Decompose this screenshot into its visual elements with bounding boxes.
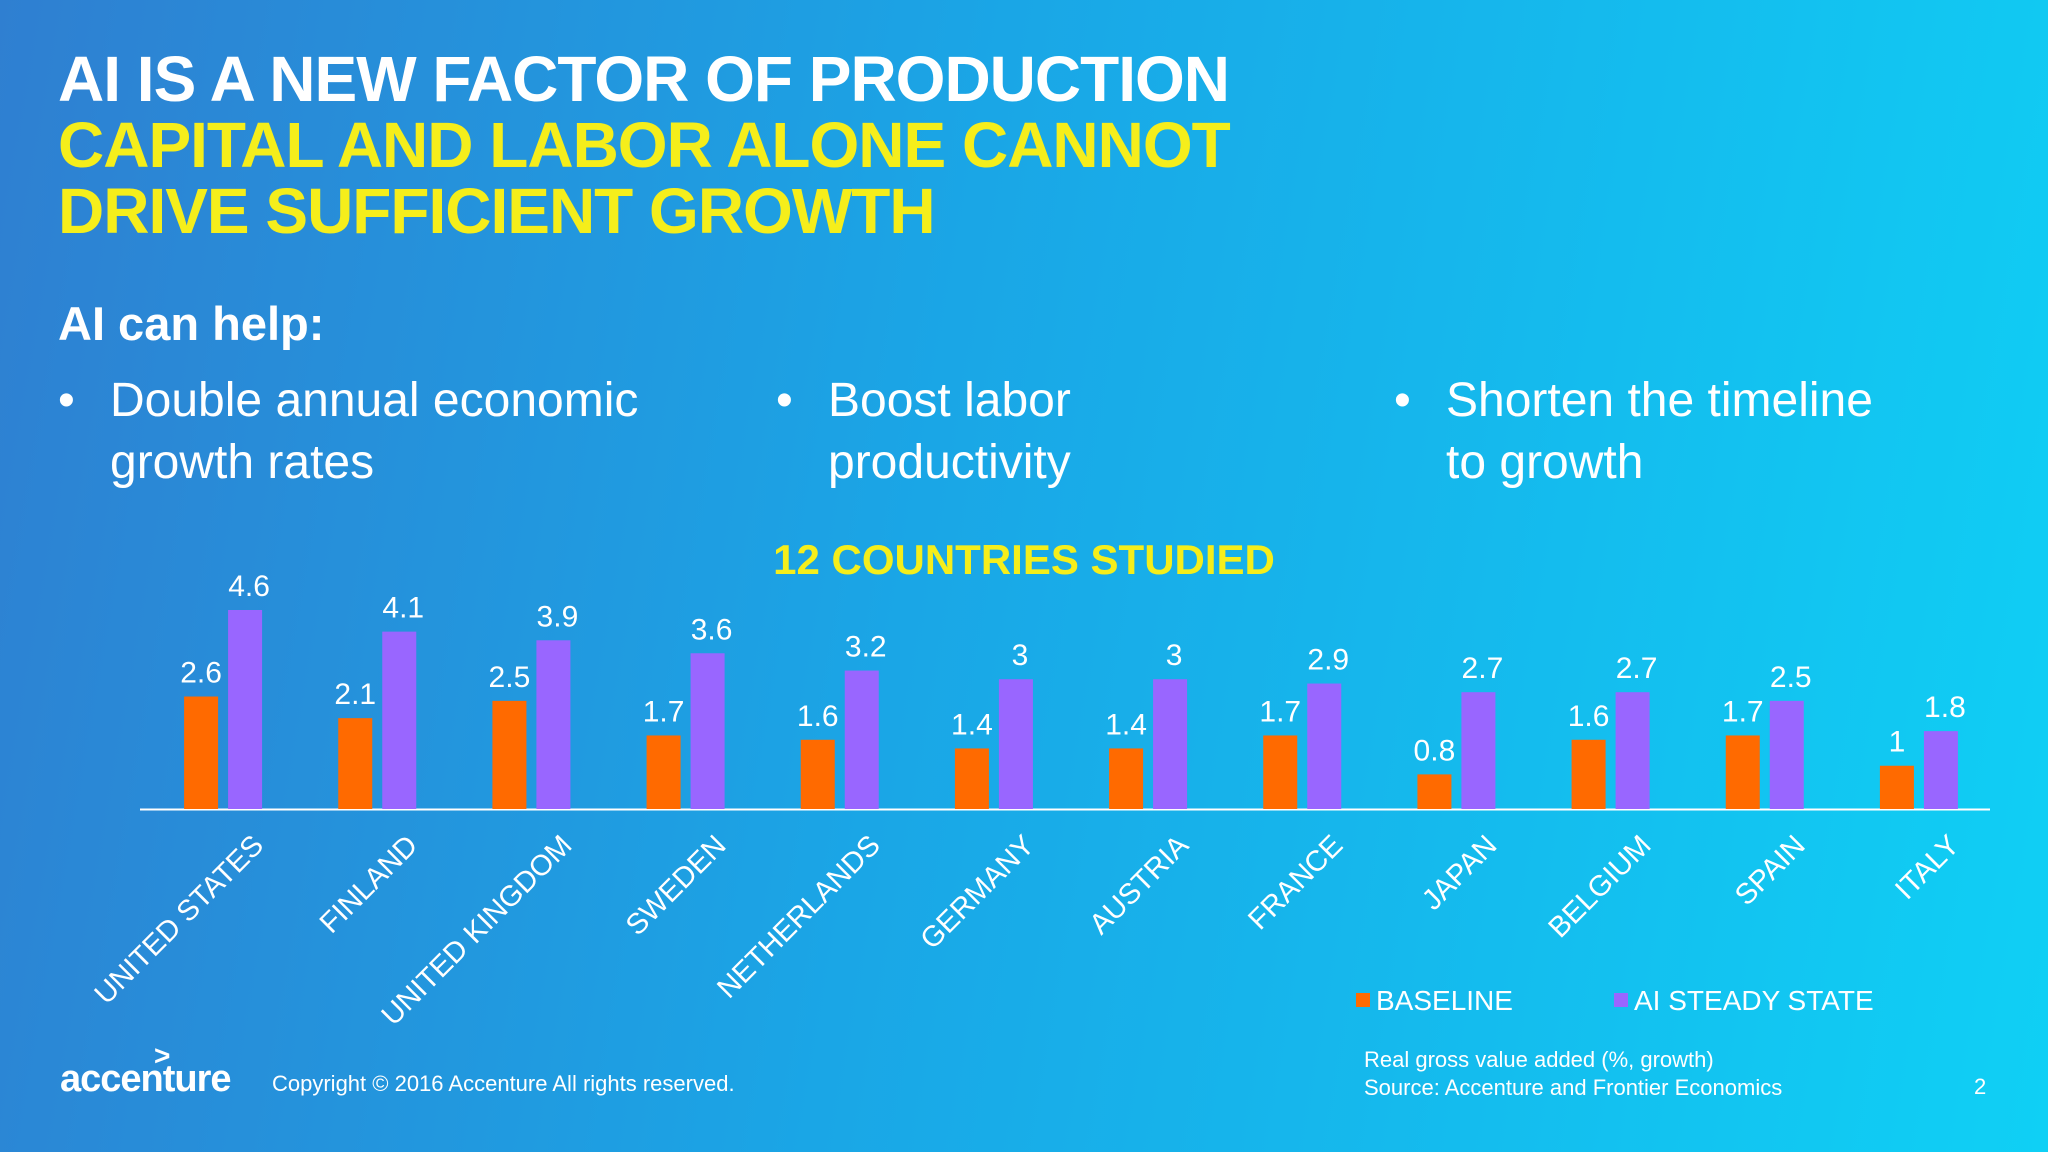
bar-ai-steady-state xyxy=(382,631,417,809)
legend-swatch xyxy=(1356,993,1370,1007)
bar-baseline xyxy=(1725,735,1760,809)
x-tick-label: JAPAN xyxy=(1416,829,1503,916)
x-tick-label: BELGIUM xyxy=(1543,829,1658,944)
source-note: Real gross value added (%, growth) Sourc… xyxy=(1364,1046,1782,1102)
data-label-baseline: 1 xyxy=(1889,726,1906,759)
bullet-mark: • xyxy=(1394,374,1411,427)
slide-heading: AI IS A NEW FACTOR OF PRODUCTION CAPITAL… xyxy=(58,43,1231,247)
data-label-ai-steady-state: 3.6 xyxy=(691,613,733,646)
data-label-baseline: 0.8 xyxy=(1414,734,1456,767)
data-label-ai-steady-state: 3 xyxy=(1166,639,1183,672)
data-label-baseline: 1.4 xyxy=(1105,708,1147,741)
data-label-baseline: 2.5 xyxy=(489,661,531,694)
data-label-baseline: 1.6 xyxy=(1568,700,1610,733)
bar-ai-steady-state xyxy=(844,670,879,809)
bullet-mark: • xyxy=(58,374,75,427)
x-tick-label: GERMANY xyxy=(915,829,1041,955)
x-tick-label: SWEDEN xyxy=(620,829,733,942)
bar-ai-steady-state xyxy=(1615,692,1650,809)
accenture-logo: accenture xyxy=(60,1058,232,1100)
data-label-ai-steady-state: 3.9 xyxy=(537,600,579,633)
data-label-ai-steady-state: 3.2 xyxy=(845,631,887,664)
data-label-baseline: 2.6 xyxy=(180,657,222,690)
chart-title: 12 COUNTRIES STUDIED xyxy=(773,536,1275,583)
x-tick-label: AUSTRIA xyxy=(1084,829,1196,941)
bar-ai-steady-state xyxy=(536,640,571,809)
data-label-ai-steady-state: 2.7 xyxy=(1462,652,1504,685)
note-line-1: Real gross value added (%, growth) xyxy=(1364,1047,1714,1072)
legend-label: AI STEADY STATE xyxy=(1634,985,1874,1016)
x-tick-label: FRANCE xyxy=(1242,829,1349,936)
bullet-text: Shorten the timeline to growth xyxy=(1446,374,1873,489)
x-tick-label: NETHERLANDS xyxy=(711,829,886,1004)
data-label-ai-steady-state: 4.1 xyxy=(382,592,424,625)
bullet-item: • Boost labor productivity xyxy=(776,370,1128,494)
data-label-baseline: 1.7 xyxy=(643,695,685,728)
title-line-2: CAPITAL AND LABOR ALONE CANNOT xyxy=(58,109,1231,181)
bar-ai-steady-state xyxy=(1461,692,1496,809)
note-line-2: Source: Accenture and Frontier Economics xyxy=(1364,1075,1783,1100)
x-tick-label: SPAIN xyxy=(1729,829,1812,912)
bar-baseline xyxy=(1571,739,1606,809)
data-label-ai-steady-state: 1.8 xyxy=(1924,691,1966,724)
bar-baseline xyxy=(1109,748,1144,809)
bar-baseline xyxy=(954,748,989,809)
copyright-text: Copyright © 2016 Accenture All rights re… xyxy=(272,1071,735,1096)
bar-ai-steady-state xyxy=(1923,731,1958,809)
bullet-item: • Double annual economic growth rates xyxy=(58,370,670,494)
bar-ai-steady-state xyxy=(1153,679,1188,809)
data-label-baseline: 1.7 xyxy=(1722,695,1764,728)
data-label-baseline: 1.7 xyxy=(1259,695,1301,728)
legend-swatch xyxy=(1614,993,1628,1007)
bullet-mark: • xyxy=(776,374,793,427)
bar-baseline xyxy=(338,718,373,809)
data-label-ai-steady-state: 2.9 xyxy=(1307,644,1349,677)
bar-baseline xyxy=(1263,735,1298,809)
bar-ai-steady-state xyxy=(1307,683,1342,809)
bullet-text: Double annual economic growth rates xyxy=(110,374,639,489)
bar-baseline xyxy=(1417,774,1452,809)
bullet-text: Boost labor productivity xyxy=(828,374,1071,489)
bar-baseline xyxy=(646,735,681,809)
bullet-item: • Shorten the timeline to growth xyxy=(1394,370,1886,494)
bar-baseline xyxy=(1879,765,1914,809)
bar-ai-steady-state xyxy=(1769,700,1804,809)
bar-ai-steady-state xyxy=(228,610,263,809)
bar-ai-steady-state xyxy=(998,679,1033,809)
bar-baseline xyxy=(800,739,835,809)
subheading: AI can help: xyxy=(58,297,325,350)
title-line-3: DRIVE SUFFICIENT GROWTH xyxy=(58,175,936,247)
title-line-1: AI IS A NEW FACTOR OF PRODUCTION xyxy=(58,43,1230,115)
data-label-baseline: 1.4 xyxy=(951,708,993,741)
data-label-ai-steady-state: 2.7 xyxy=(1616,652,1658,685)
x-tick-label: ITALY xyxy=(1889,829,1966,906)
data-label-baseline: 1.6 xyxy=(797,700,839,733)
bar-baseline xyxy=(184,696,219,809)
bar-ai-steady-state xyxy=(690,653,725,809)
x-tick-label: FINLAND xyxy=(314,829,424,939)
data-label-baseline: 2.1 xyxy=(334,678,376,711)
logo-chevron-icon: > xyxy=(154,1040,171,1071)
data-label-ai-steady-state: 2.5 xyxy=(1770,661,1812,694)
bar-baseline xyxy=(492,700,527,809)
data-label-ai-steady-state: 3 xyxy=(1012,639,1029,672)
data-label-ai-steady-state: 4.6 xyxy=(228,570,270,603)
x-tick-label: UNITED STATES xyxy=(89,829,270,1010)
page-number: 2 xyxy=(1974,1074,1987,1099)
legend-label: BASELINE xyxy=(1376,985,1513,1016)
